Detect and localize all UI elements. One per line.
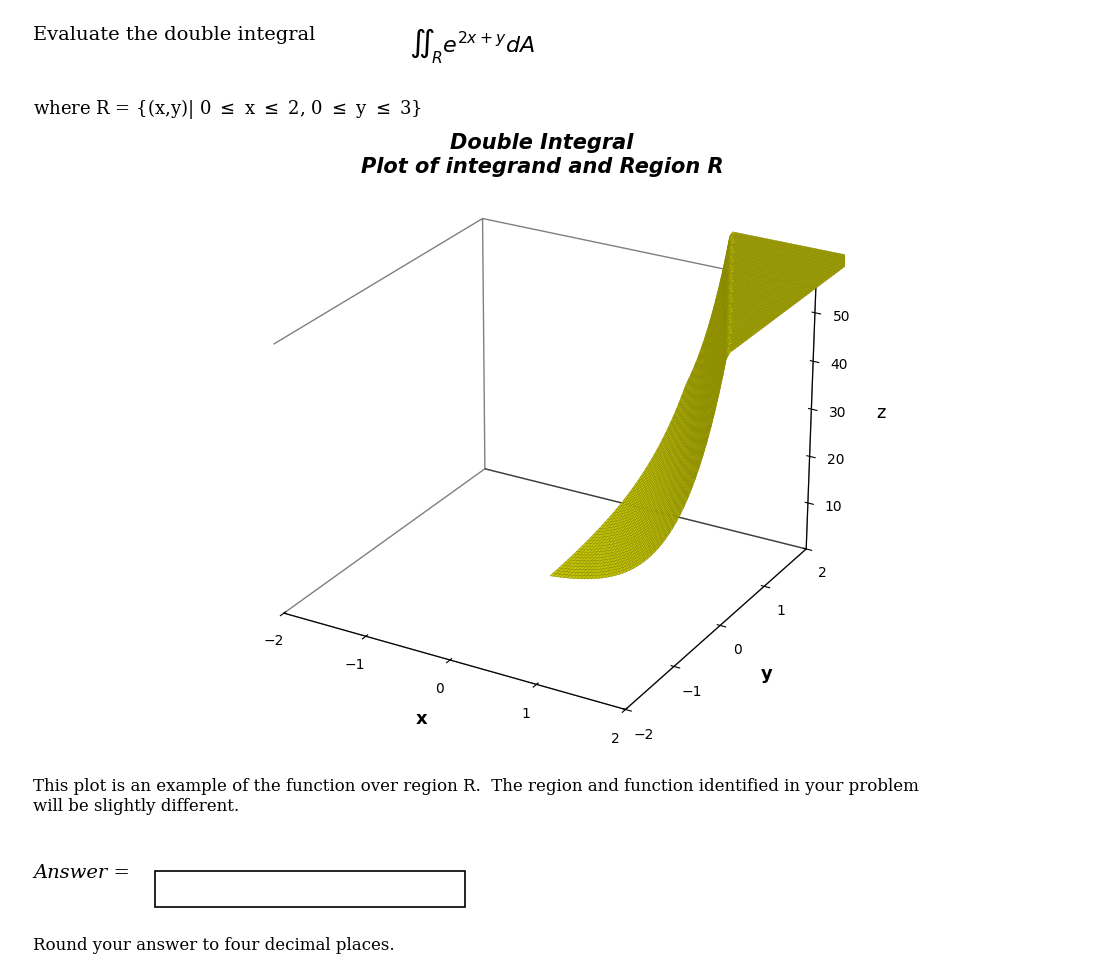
Text: Round your answer to four decimal places.: Round your answer to four decimal places… (33, 937, 395, 955)
X-axis label: x: x (416, 711, 427, 728)
Text: Answer =: Answer = (33, 865, 131, 882)
Y-axis label: y: y (761, 665, 773, 683)
Title: Double Integral
Plot of integrand and Region R: Double Integral Plot of integrand and Re… (361, 134, 723, 177)
Text: where R = {(x,y)| 0 $\leq$ x $\leq$ 2, 0 $\leq$ y $\leq$ 3}: where R = {(x,y)| 0 $\leq$ x $\leq$ 2, 0… (33, 97, 422, 121)
Text: $\int\!\!\int_{\!R} e^{2x+y}dA$: $\int\!\!\int_{\!R} e^{2x+y}dA$ (409, 26, 535, 66)
Text: This plot is an example of the function over region R.  The region and function : This plot is an example of the function … (33, 779, 919, 815)
FancyBboxPatch shape (155, 871, 465, 908)
Text: Evaluate the double integral: Evaluate the double integral (33, 26, 334, 44)
